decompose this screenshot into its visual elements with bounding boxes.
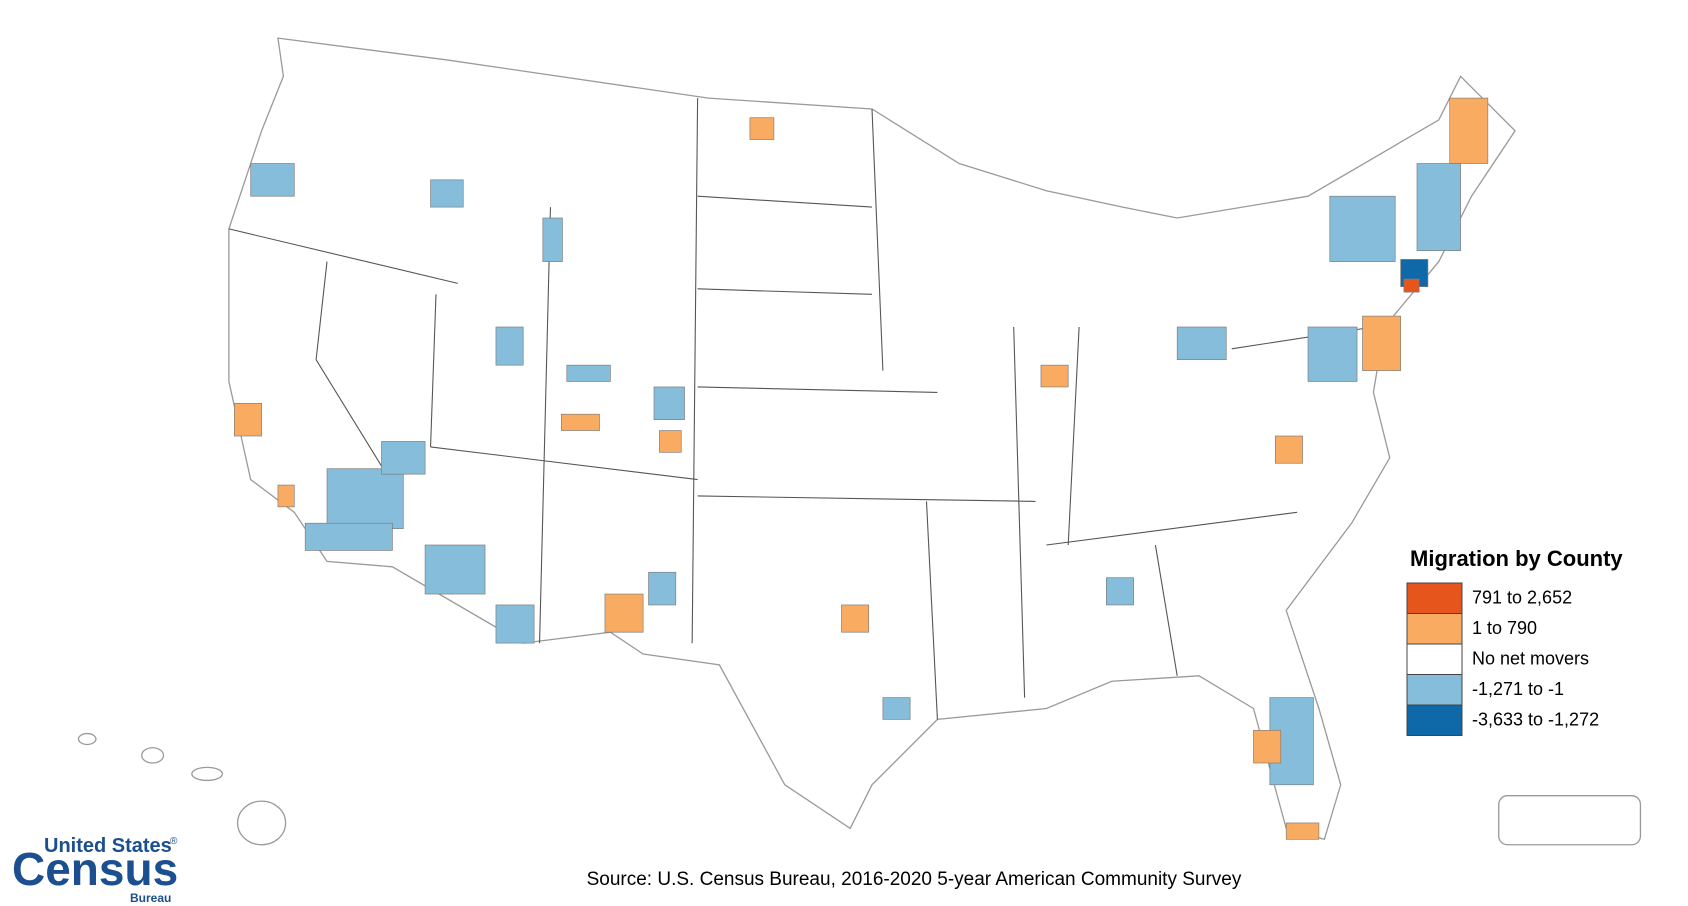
legend-label: 1 to 790 bbox=[1472, 618, 1537, 638]
county bbox=[424, 544, 486, 595]
legend-swatch bbox=[1406, 643, 1463, 675]
legend-swatch bbox=[1406, 613, 1463, 645]
county bbox=[1106, 577, 1134, 606]
county bbox=[304, 522, 393, 551]
county bbox=[326, 468, 404, 529]
legend-swatch bbox=[1406, 704, 1463, 736]
county bbox=[381, 441, 426, 475]
county bbox=[1285, 822, 1320, 840]
county bbox=[659, 430, 682, 453]
county bbox=[749, 117, 775, 140]
logo-mark: ® bbox=[170, 836, 178, 847]
county bbox=[604, 593, 644, 633]
county bbox=[561, 413, 600, 431]
logo-top: United States bbox=[44, 835, 172, 857]
county bbox=[495, 604, 535, 644]
legend-label: No net movers bbox=[1472, 648, 1589, 668]
county bbox=[1253, 729, 1282, 764]
legend-swatch bbox=[1406, 582, 1463, 614]
county bbox=[841, 604, 870, 633]
county bbox=[648, 571, 677, 606]
county bbox=[1362, 315, 1401, 371]
legend-swatch bbox=[1406, 674, 1463, 706]
county bbox=[1416, 163, 1461, 252]
hawaii bbox=[77, 732, 287, 846]
state-lines bbox=[228, 98, 1374, 720]
county bbox=[277, 484, 295, 508]
county bbox=[1449, 97, 1489, 164]
legend: Migration by County 791 to 2,652 1 to 790… bbox=[1406, 546, 1623, 736]
county bbox=[1329, 195, 1396, 262]
logo-sub: Bureau bbox=[130, 891, 171, 905]
county bbox=[1176, 326, 1227, 361]
county bbox=[882, 697, 911, 720]
legend-title: Migration by County bbox=[1410, 546, 1623, 571]
county bbox=[250, 163, 295, 197]
map bbox=[77, 37, 1642, 846]
county bbox=[1403, 278, 1420, 293]
legend-label: -1,271 to -1 bbox=[1472, 679, 1564, 699]
county bbox=[1307, 326, 1358, 382]
county bbox=[430, 179, 464, 208]
legend-label: -3,633 to -1,272 bbox=[1472, 709, 1599, 729]
county-patches bbox=[234, 97, 1489, 840]
county bbox=[1274, 435, 1303, 464]
source: Source: U.S. Census Bureau, 2016-2020 5-… bbox=[587, 869, 1242, 890]
county bbox=[566, 364, 611, 382]
county bbox=[234, 402, 262, 437]
county bbox=[495, 326, 524, 366]
puerto-rico bbox=[1498, 795, 1642, 846]
county bbox=[542, 217, 563, 262]
logo: United States ® Census Bureau bbox=[12, 835, 178, 905]
county bbox=[653, 386, 685, 420]
county bbox=[1040, 364, 1069, 388]
us-outline bbox=[228, 37, 1516, 841]
logo-main: Census bbox=[12, 843, 178, 895]
legend-label: 791 to 2,652 bbox=[1472, 587, 1572, 607]
